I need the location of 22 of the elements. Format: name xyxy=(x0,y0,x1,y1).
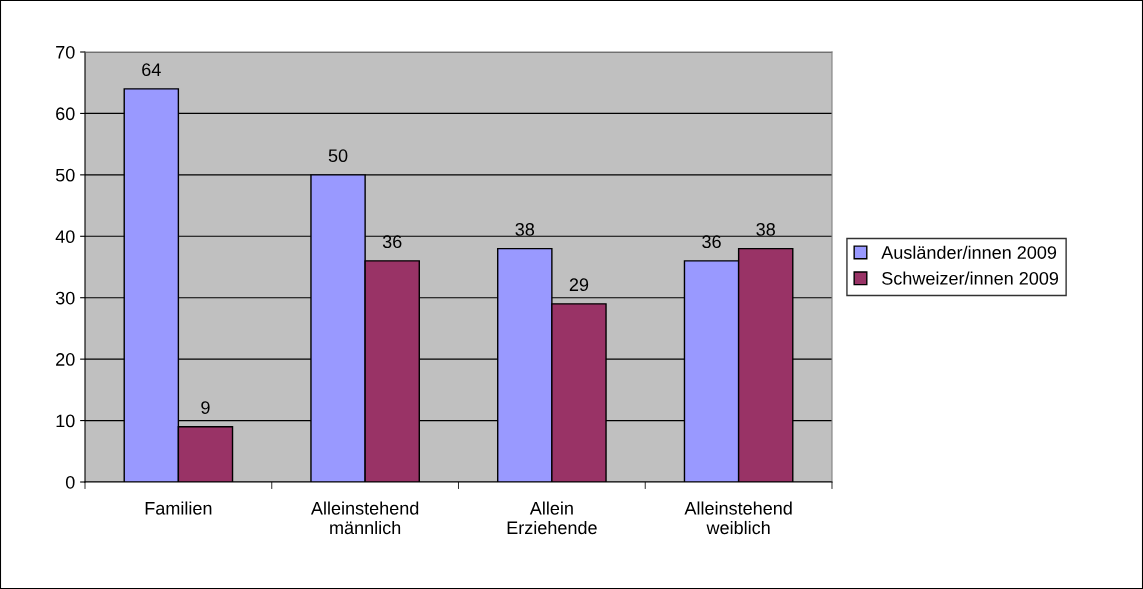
data-label: 50 xyxy=(328,149,348,163)
data-label: 29 xyxy=(569,278,589,292)
y-tick-label: 40 xyxy=(55,230,75,244)
data-label: 36 xyxy=(702,235,721,249)
y-tick-label: 60 xyxy=(56,107,75,121)
x-tick-label: Alleinstehend weiblich xyxy=(684,501,792,535)
legend-label: Ausländer/innen 2009 xyxy=(881,245,1057,259)
y-tick-label: 10 xyxy=(56,414,75,428)
legend-label: Schweizer/innen 2009 xyxy=(882,271,1059,285)
data-label: 38 xyxy=(756,223,775,236)
x-tick-label: Allein Erziehende xyxy=(507,501,597,535)
y-tick-label: 30 xyxy=(55,291,75,305)
x-tick-label: Alleinstehend männlich xyxy=(310,501,419,535)
data-label: 36 xyxy=(382,235,402,249)
data-label: 64 xyxy=(142,63,161,77)
y-tick-label: 0 xyxy=(65,475,75,489)
y-tick-label: 50 xyxy=(55,168,75,182)
x-tick-label: Familien xyxy=(145,501,212,515)
y-tick-label: 20 xyxy=(56,353,75,366)
data-label: 9 xyxy=(201,401,210,414)
data-label: 38 xyxy=(515,223,535,236)
y-tick-label: 70 xyxy=(56,45,75,59)
